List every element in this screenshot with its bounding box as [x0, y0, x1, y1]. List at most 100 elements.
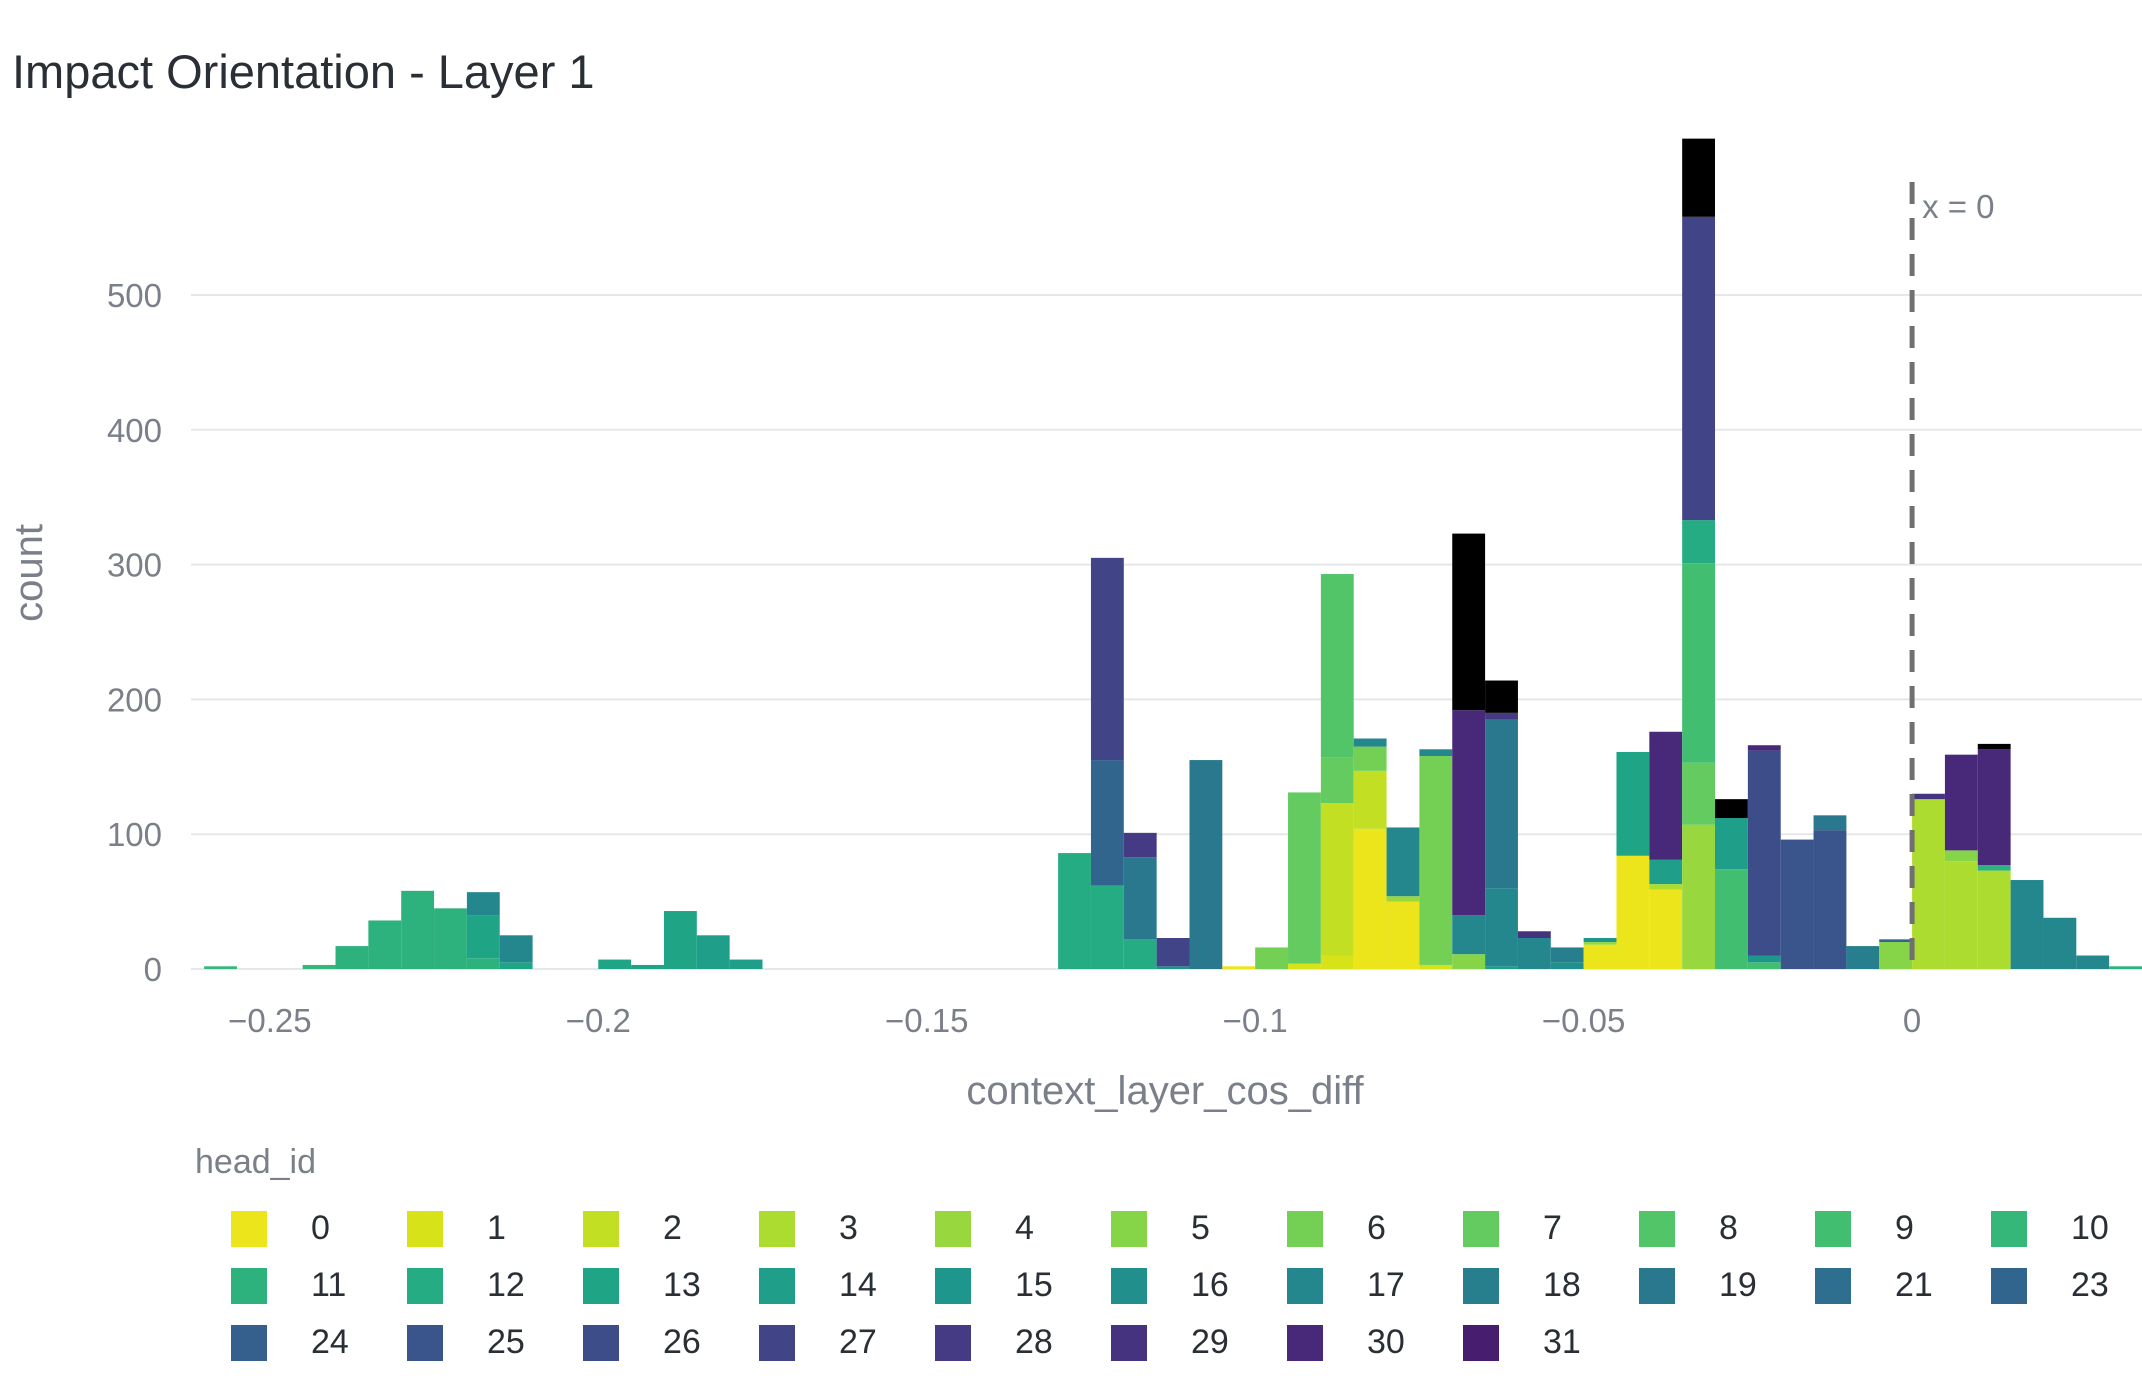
bar-segment-head-17 — [2010, 880, 2044, 969]
legend-item-head-17[interactable]: 17 — [1251, 1257, 1427, 1314]
legend-label: 28 — [1015, 1323, 1053, 1361]
legend-item-head-4[interactable]: 4 — [899, 1200, 1075, 1257]
legend-swatch — [583, 1267, 619, 1304]
bar-segment-head-23 — [1090, 760, 1124, 886]
bar-segment-head-17 — [466, 892, 500, 916]
bar-segment-head-1 — [1320, 955, 1354, 969]
legend-item-head-28[interactable]: 28 — [899, 1314, 1075, 1371]
legend-label: 16 — [1191, 1266, 1229, 1304]
legend-item-head-5[interactable]: 5 — [1075, 1200, 1251, 1257]
bar-segment-head-11 — [368, 920, 402, 969]
legend-label: 13 — [663, 1266, 701, 1304]
legend-swatch — [1991, 1267, 2027, 1304]
bar-segment-head-14 — [696, 935, 730, 969]
legend-item-head-15[interactable]: 15 — [899, 1257, 1075, 1314]
legend-item-head-9[interactable]: 9 — [1779, 1200, 1955, 1257]
legend-item-head-16[interactable]: 16 — [1075, 1257, 1251, 1314]
legend-item-head-10[interactable]: 10 — [1955, 1200, 2131, 1257]
bar-segment-head-11 — [1977, 865, 2011, 871]
legend-label: 0 — [311, 1209, 330, 1247]
bar-segment-head-27 — [1156, 937, 1190, 967]
chart-title: Impact Orientation - Layer 1 — [12, 45, 595, 98]
bar-segment-head-9 — [1747, 962, 1781, 969]
bar-segment-head-15 — [1747, 955, 1781, 963]
bar-segment-head-13 — [663, 911, 697, 969]
legend-label: 21 — [1895, 1266, 1933, 1304]
legend-item-head-1[interactable]: 1 — [371, 1200, 547, 1257]
legend-label: 1 — [487, 1209, 506, 1247]
bar-segment-head-7 — [1320, 757, 1354, 804]
legend-item-head-14[interactable]: 14 — [723, 1257, 899, 1314]
bar-segment-head-30 — [1944, 754, 1978, 851]
bar-segment-head-6 — [1255, 947, 1289, 969]
x-tick-label: −0.05 — [1542, 1002, 1626, 1039]
legend-items: 0 1 2 3 4 5 6 7 8 9 10 11 12 13 14 15 16 17 18 19 21 23 24 25 26… — [195, 1200, 2142, 1371]
bar-segment-head-8 — [1320, 574, 1354, 758]
bar-segment-head-5 — [1879, 942, 1913, 969]
legend-label: 25 — [487, 1323, 525, 1361]
bar-segment-head-13 — [598, 959, 632, 969]
legend-swatch — [759, 1210, 795, 1247]
legend-item-head-8[interactable]: 8 — [1603, 1200, 1779, 1257]
bar-segment-head-17 — [1485, 888, 1518, 967]
bar-segment-head-7 — [1682, 762, 1716, 825]
x-tick-label: −0.25 — [228, 1002, 312, 1039]
y-tick-label: 200 — [107, 681, 162, 718]
x-axis-title: context_layer_cos_diff — [966, 1069, 1364, 1113]
legend-label: 14 — [839, 1266, 877, 1304]
bar-segment-head-10 — [302, 964, 336, 969]
y-tick-label: 500 — [107, 277, 162, 314]
legend-item-head-26[interactable]: 26 — [547, 1314, 723, 1371]
bar-segment-head-29 — [1912, 793, 1945, 800]
bar-segment-head-14 — [1649, 859, 1683, 885]
legend-swatch — [407, 1267, 443, 1304]
legend-label: 17 — [1367, 1266, 1405, 1304]
legend-swatch — [231, 1267, 267, 1304]
bar-segment-head-6 — [1419, 756, 1453, 965]
bar-segment-head-11 — [434, 908, 467, 969]
y-tick-label: 100 — [107, 816, 162, 853]
bar-segment-head-7 — [1288, 792, 1321, 964]
bar-segment-head-10 — [204, 966, 237, 969]
legend-item-head-2[interactable]: 2 — [547, 1200, 723, 1257]
legend-label: 27 — [839, 1323, 877, 1361]
legend-label: 2 — [663, 1209, 682, 1247]
x-tick-label: 0 — [1903, 1002, 1921, 1039]
bar-segment-head-9 — [1715, 869, 1748, 969]
histogram-bars — [204, 138, 2142, 969]
legend-label: 8 — [1719, 1209, 1738, 1247]
y-tick-label: 300 — [107, 547, 162, 584]
legend-item-head-3[interactable]: 3 — [723, 1200, 899, 1257]
legend-label: 26 — [663, 1323, 701, 1361]
legend-item-head-0[interactable]: 0 — [195, 1200, 371, 1257]
legend-item-head-12[interactable]: 12 — [371, 1257, 547, 1314]
bar-segment-head-12 — [1058, 853, 1091, 969]
legend-label: 4 — [1015, 1209, 1034, 1247]
legend-item-head-25[interactable]: 25 — [371, 1314, 547, 1371]
legend-item-head-19[interactable]: 19 — [1603, 1257, 1779, 1314]
legend-item-head-24[interactable]: 24 — [195, 1314, 371, 1371]
legend-item-head-13[interactable]: 13 — [547, 1257, 723, 1314]
bar-segment-head-9 — [1682, 563, 1716, 763]
legend-item-head-23[interactable]: 23 — [1955, 1257, 2131, 1314]
legend-swatch — [1111, 1324, 1147, 1361]
bar-segment-head-5 — [1452, 954, 1486, 969]
bar-segment-head-4 — [1682, 824, 1716, 969]
legend-item-head-11[interactable]: 11 — [195, 1257, 371, 1314]
bar-segment-head-27 — [1682, 216, 1716, 521]
legend-item-head-31[interactable]: 31 — [1427, 1314, 1603, 1371]
bar-segment-head-17 — [1419, 749, 1453, 757]
bar-segment-head-30 — [1452, 710, 1486, 916]
legend-item-head-21[interactable]: 21 — [1779, 1257, 1955, 1314]
legend-label: 12 — [487, 1266, 525, 1304]
legend-item-head-29[interactable]: 29 — [1075, 1314, 1251, 1371]
bar-segment-head-4 — [1583, 942, 1617, 945]
legend-item-head-30[interactable]: 30 — [1251, 1314, 1427, 1371]
legend-item-head-27[interactable]: 27 — [723, 1314, 899, 1371]
bar-segment-head-16 — [1550, 962, 1584, 969]
legend-item-head-18[interactable]: 18 — [1427, 1257, 1603, 1314]
legend-label: 10 — [2071, 1209, 2109, 1247]
legend-item-head-7[interactable]: 7 — [1427, 1200, 1603, 1257]
legend-item-head-6[interactable]: 6 — [1251, 1200, 1427, 1257]
bar-segment-head-14 — [1715, 818, 1748, 870]
